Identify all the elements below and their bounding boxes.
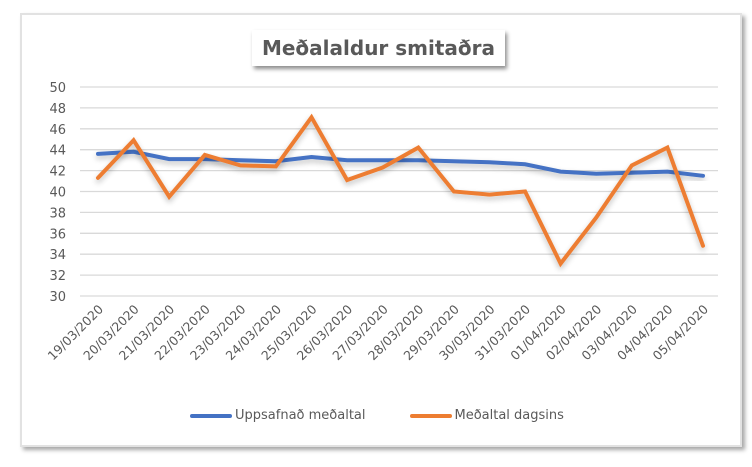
legend-item-cumulative-average: Uppsafnað meðaltal <box>190 408 366 423</box>
chart-title: Meðalaldur smitaðra <box>261 36 496 60</box>
chart-frame <box>20 13 742 447</box>
y-tick-label: 46 <box>49 123 66 138</box>
chart-title-box: Meðalaldur smitaðra <box>252 30 505 66</box>
y-tick-label: 32 <box>49 269 66 284</box>
legend-label: Uppsafnað meðaltal <box>235 408 366 423</box>
chart-legend: Uppsafnað meðaltal Meðaltal dagsins <box>190 408 608 423</box>
y-tick-label: 36 <box>49 227 66 242</box>
y-tick-label: 40 <box>49 186 66 201</box>
y-tick-label: 30 <box>49 290 66 305</box>
series-lines <box>96 113 705 268</box>
legend-label: Meðaltal dagsins <box>454 408 564 423</box>
series-line-daily-average <box>96 113 705 268</box>
y-tick-label: 48 <box>49 102 66 117</box>
y-tick-label: 38 <box>49 206 66 221</box>
x-axis-labels: 19/03/202020/03/202021/03/202022/03/2020… <box>45 301 712 363</box>
gridlines <box>80 86 720 301</box>
legend-swatch-orange-line-icon <box>409 413 452 418</box>
y-axis-labels: 30 32 34 36 38 40 42 44 46 48 50 <box>49 81 66 305</box>
legend-swatch-blue-line-icon <box>190 413 232 418</box>
y-tick-label: 50 <box>49 81 66 96</box>
legend-item-daily-average: Meðaltal dagsins <box>409 408 564 423</box>
y-tick-label: 44 <box>49 144 66 159</box>
y-tick-label: 42 <box>49 165 66 180</box>
y-tick-label: 34 <box>49 248 66 263</box>
